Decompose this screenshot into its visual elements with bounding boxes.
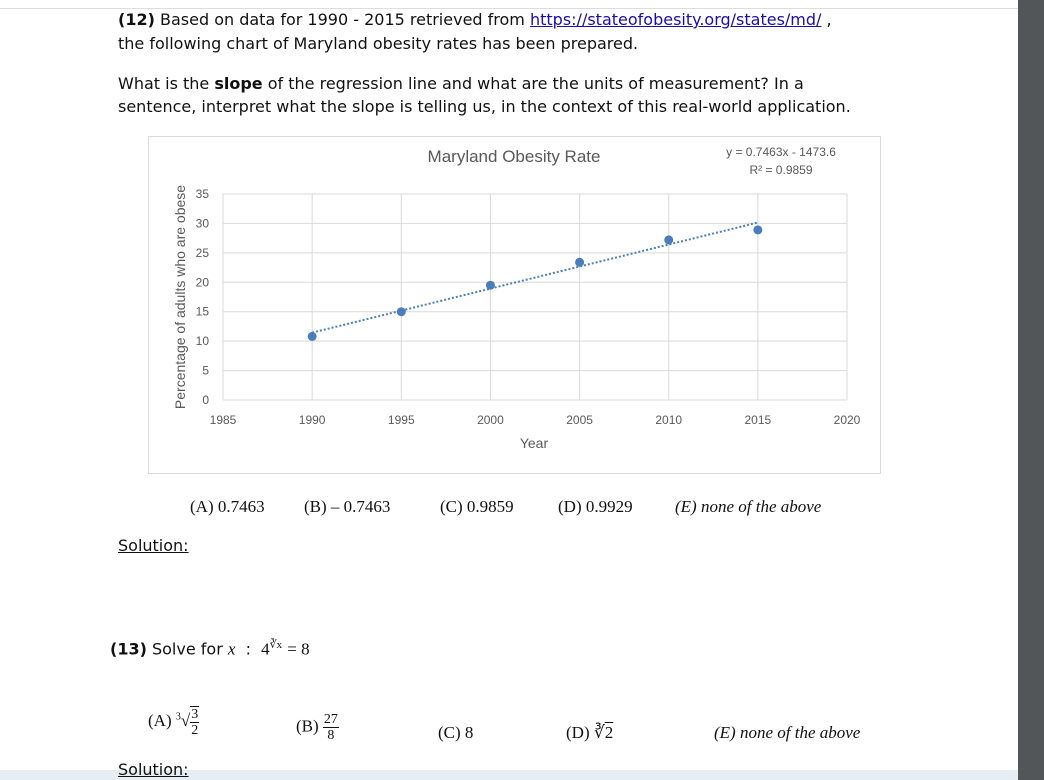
x-axis-label: Year: [520, 435, 549, 451]
y-tick-label: 10: [196, 334, 210, 348]
data-point: [485, 280, 495, 290]
choice-b: (B) 27 8: [296, 712, 339, 743]
data-point: [753, 225, 763, 235]
q12-line1: (12) Based on data for 1990 - 2015 retri…: [118, 10, 832, 29]
q12-question: What is the slope of the regression line…: [118, 74, 804, 93]
radical: ∛: [593, 723, 605, 742]
label: (B): [296, 716, 319, 736]
denominator: 2: [191, 723, 199, 738]
y-tick-label: 0: [202, 393, 209, 407]
chart: Maryland Obesity Rate y = 0.7463x - 1473…: [148, 136, 881, 474]
q12-intro: Based on data for 1990 - 2015 retrieved …: [159, 10, 525, 29]
numerator: 27: [322, 712, 339, 728]
source-link[interactable]: https://stateofobesity.org/states/md/: [529, 10, 822, 29]
text: of the regression line and what are the …: [267, 74, 804, 93]
data-point: [307, 331, 317, 341]
q12-question-2: sentence, interpret what the slope is te…: [118, 97, 851, 116]
q13-number: (13): [110, 639, 147, 659]
y-tick-label: 30: [196, 216, 210, 230]
q12-line2: the following chart of Maryland obesity …: [118, 34, 639, 53]
fraction: 27 8: [322, 712, 339, 743]
choice: (E) none of the above: [675, 497, 822, 516]
data-point: [396, 307, 406, 317]
choice: (D) 0.9929: [558, 497, 633, 516]
top-edge: [0, 0, 1018, 9]
x-tick-label: 1995: [388, 413, 415, 427]
solution-label: Solution:: [118, 536, 189, 555]
equals: = 8: [287, 639, 310, 659]
y-axis-label: Percentage of adults who are obese: [172, 185, 188, 409]
choice-d: (D) ∛2: [566, 723, 613, 743]
variable: x: [227, 639, 236, 659]
q12-intro-end: ,: [826, 10, 832, 29]
trendline: [311, 221, 759, 334]
label: (D): [566, 723, 590, 742]
solution-label: Solution:: [118, 760, 189, 779]
text: What is the: [118, 74, 210, 93]
trend-equation: y = 0.7463x - 1473.6: [726, 145, 836, 159]
y-tick-label: 35: [196, 187, 210, 201]
y-tick-label: 20: [196, 275, 210, 289]
data-point: [575, 257, 585, 267]
radicand: 2: [604, 723, 614, 742]
denominator: 8: [327, 728, 335, 743]
bottom-bar: [0, 770, 1018, 780]
chart-title: Maryland Obesity Rate: [428, 147, 601, 166]
label: (A): [148, 710, 172, 730]
x-tick-label: 2020: [834, 413, 861, 427]
choice-e: (E) none of the above: [714, 723, 861, 742]
scrollbar[interactable]: [1018, 0, 1044, 780]
choice: (B) – 0.7463: [304, 497, 391, 516]
r-squared: R² = 0.9859: [749, 163, 812, 177]
q13-line: (13) Solve for x : 4∛x = 8: [110, 638, 310, 659]
choice-a: (A) 3√ 3 2: [148, 706, 200, 738]
x-tick-label: 2005: [566, 413, 593, 427]
root-index: 3: [175, 711, 181, 723]
y-tick-label: 15: [196, 305, 210, 319]
base: 4: [261, 639, 270, 659]
numerator: 3: [190, 707, 200, 723]
x-tick-label: 2015: [745, 413, 772, 427]
x-tick-label: 2010: [655, 413, 682, 427]
x-tick-label: 1990: [299, 413, 326, 427]
q12-number: (12): [118, 10, 155, 29]
chart-frame: [148, 136, 881, 474]
choice-c: (C) 8: [438, 723, 474, 742]
colon: :: [245, 639, 251, 659]
q13-prompt: Solve for: [151, 639, 223, 659]
choice: (A) 0.7463: [190, 497, 265, 516]
exponent: ∛x: [269, 639, 283, 651]
bold-text: slope: [214, 74, 263, 93]
y-tick-label: 25: [196, 246, 210, 260]
data-point: [664, 235, 674, 245]
choice: (C) 0.9859: [440, 497, 514, 516]
x-tick-label: 2000: [477, 413, 504, 427]
y-tick-label: 5: [202, 364, 209, 378]
x-tick-label: 1985: [210, 413, 237, 427]
